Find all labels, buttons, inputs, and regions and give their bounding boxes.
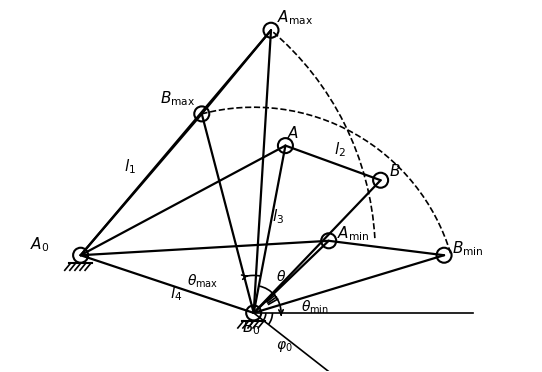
Text: $l_3$: $l_3$ xyxy=(273,208,285,227)
Text: $B_{\max}$: $B_{\max}$ xyxy=(160,89,196,108)
Text: $\theta_{\min}$: $\theta_{\min}$ xyxy=(301,298,329,316)
Text: $l_2$: $l_2$ xyxy=(334,141,346,160)
Text: $\theta$: $\theta$ xyxy=(276,269,286,284)
Text: $l_1$: $l_1$ xyxy=(124,157,136,176)
Text: $B_0$: $B_0$ xyxy=(242,318,260,337)
Text: $\theta_{\max}$: $\theta_{\max}$ xyxy=(188,272,219,290)
Text: $\varphi_0$: $\varphi_0$ xyxy=(276,340,292,355)
Text: $A$: $A$ xyxy=(287,125,299,141)
Text: $l_4$: $l_4$ xyxy=(170,284,183,302)
Text: $A_0$: $A_0$ xyxy=(29,235,49,254)
Text: $B$: $B$ xyxy=(389,163,400,179)
Text: $B_{\min}$: $B_{\min}$ xyxy=(452,239,484,257)
Text: $A_{\min}$: $A_{\min}$ xyxy=(337,224,369,243)
Text: $A_{\max}$: $A_{\max}$ xyxy=(277,8,313,27)
